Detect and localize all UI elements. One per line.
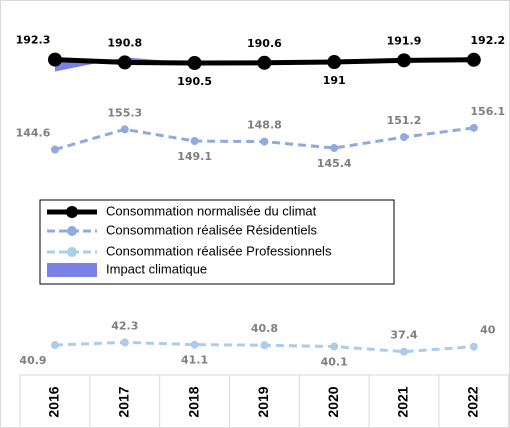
plot-area: 2016 2017 2018 2019 2020 2021 2022 192.3 190.8 19… [16, 34, 510, 428]
legend-label: Consommation réalisée Professionnels [106, 243, 332, 258]
data-point [120, 338, 129, 347]
data-point [469, 123, 478, 132]
x-tick-label: 2018 [185, 386, 201, 417]
legend-label: Consommation normalisée du climat [106, 203, 317, 218]
data-label: 148.8 [247, 119, 282, 132]
data-label: 192.2 [470, 34, 505, 47]
legend-label: Consommation réalisée Résidentiels [106, 222, 317, 237]
data-point [397, 53, 411, 68]
legend-swatch [67, 226, 77, 236]
data-label: 190.5 [177, 75, 212, 88]
data-label: 37.4 [390, 329, 417, 342]
x-tick-label: 2017 [116, 386, 132, 417]
data-label: 41.1 [181, 354, 208, 367]
data-point [120, 125, 129, 134]
data-point [48, 52, 62, 67]
x-tick-label: 2019 [255, 386, 271, 417]
data-point [51, 341, 59, 350]
data-label: 40 [480, 324, 496, 337]
data-point [190, 340, 199, 349]
x-tick-label: 2021 [395, 386, 411, 417]
data-label: 151.2 [387, 114, 422, 127]
data-label: 144.6 [16, 127, 51, 140]
data-point [190, 137, 199, 146]
data-point [327, 55, 342, 70]
data-point [260, 137, 269, 146]
data-point [330, 144, 339, 153]
data-point [469, 342, 478, 351]
data-point [260, 341, 269, 350]
data-label: 42.3 [111, 319, 138, 332]
data-label: 191.9 [387, 34, 422, 47]
x-tick-label: 2016 [46, 386, 62, 417]
data-point [51, 145, 59, 154]
data-label: 192.3 [16, 34, 51, 47]
data-label: 190.8 [107, 36, 142, 49]
data-point [400, 133, 408, 142]
data-label: 190.6 [247, 37, 282, 50]
data-label: 149.1 [177, 150, 212, 163]
legend-swatch [47, 263, 97, 277]
data-label: 40.9 [19, 354, 46, 367]
legend: Consommation normalisée du climat Consom… [39, 199, 395, 285]
x-tick-label: 2022 [465, 386, 481, 417]
x-tick-label: 2020 [325, 386, 341, 417]
data-point [330, 342, 339, 351]
data-point [466, 52, 481, 67]
legend-box [39, 199, 395, 285]
data-label: 191 [323, 74, 346, 87]
legend-label: Impact climatique [106, 261, 207, 276]
data-point [400, 347, 408, 356]
data-label: 40.8 [251, 322, 278, 335]
legend-swatch [67, 247, 77, 257]
data-label: 155.3 [107, 106, 142, 119]
data-label: 156.1 [470, 105, 505, 118]
data-label: 145.4 [317, 157, 352, 170]
legend-swatch [66, 206, 78, 218]
data-label: 40.1 [321, 356, 348, 369]
data-point [117, 55, 132, 70]
data-point [187, 55, 202, 70]
data-point [257, 55, 272, 70]
